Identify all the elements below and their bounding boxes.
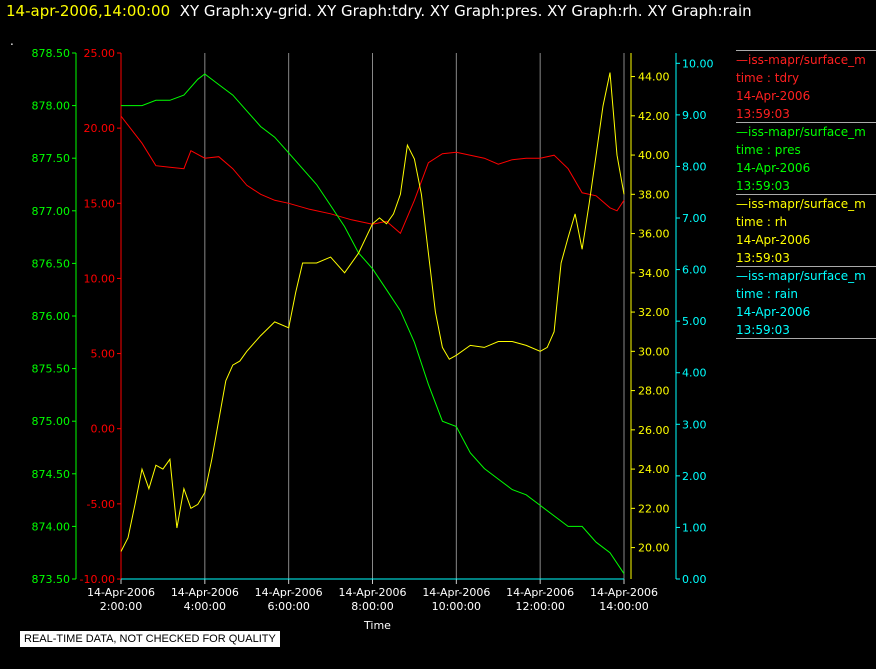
tdry-tick-label: 15.00 (84, 197, 116, 210)
tdry-tick-label: 10.00 (84, 272, 116, 285)
rain-tick-label: 5.00 (682, 315, 707, 328)
x-tick-date: 14-Apr-2006 (338, 586, 406, 599)
x-tick-time: 10:00:00 (432, 600, 481, 613)
legend-separator (736, 266, 876, 267)
chart-header: 14-apr-2006,14:00:00 XY Graph:xy-grid. X… (6, 2, 752, 20)
legend-name: —iss-mapr/surface_m (736, 269, 866, 283)
rh-tick-label: 28.00 (638, 385, 670, 398)
legend-name: —iss-mapr/surface_m (736, 197, 866, 211)
header-graph-titles: XY Graph:xy-grid. XY Graph:tdry. XY Grap… (179, 2, 752, 20)
rh-tick-label: 38.00 (638, 188, 670, 201)
legend-var: time : rain (736, 287, 799, 301)
legend-bottom-separator (736, 338, 876, 339)
rain-tick-label: 4.00 (682, 367, 707, 380)
legend-date: 14-Apr-2006 (736, 233, 811, 247)
pres-tick-label: 873.50 (32, 573, 71, 586)
legend-time: 13:59:03 (736, 323, 790, 337)
pres-tick-label: 878.00 (32, 100, 71, 113)
x-axis-label: Time (363, 619, 391, 632)
x-tick-date: 14-Apr-2006 (171, 586, 239, 599)
rh-tick-label: 42.00 (638, 110, 670, 123)
x-tick-date: 14-Apr-2006 (506, 586, 574, 599)
legend-separator (736, 50, 876, 51)
rh-tick-label: 32.00 (638, 306, 670, 319)
pres-tick-label: 876.50 (32, 257, 71, 270)
pres-tick-label: 878.50 (32, 47, 71, 60)
pres-tick-label: 876.00 (32, 310, 71, 323)
rh-tick-label: 22.00 (638, 502, 670, 515)
pres-tick-label: 874.00 (32, 520, 71, 533)
legend-date: 14-Apr-2006 (736, 161, 811, 175)
pres-tick-label: 877.00 (32, 205, 71, 218)
pres-series-line (121, 73, 625, 574)
x-tick-date: 14-Apr-2006 (87, 586, 155, 599)
pres-tick-label: 875.50 (32, 363, 71, 376)
rain-tick-label: 7.00 (682, 212, 707, 225)
tdry-tick-label: 20.00 (84, 122, 116, 135)
rh-tick-label: 40.00 (638, 149, 670, 162)
x-tick-time: 14:00:00 (599, 600, 648, 613)
legend-separator (736, 122, 876, 123)
tdry-tick-label: -10.00 (80, 573, 115, 586)
tdry-series-line (120, 115, 625, 235)
x-tick-time: 2:00:00 (100, 600, 142, 613)
legend-time: 13:59:03 (736, 179, 790, 193)
rain-tick-label: 6.00 (682, 264, 707, 277)
x-tick-time: 12:00:00 (515, 600, 564, 613)
rain-tick-label: 2.00 (682, 470, 707, 483)
quality-disclaimer: REAL-TIME DATA, NOT CHECKED FOR QUALITY (20, 631, 280, 647)
rh-tick-label: 30.00 (638, 345, 670, 358)
legend-time: 13:59:03 (736, 251, 790, 265)
legend-var: time : rh (736, 215, 788, 229)
legend-name: —iss-mapr/surface_m (736, 125, 866, 139)
legend-date: 14-Apr-2006 (736, 305, 811, 319)
x-tick-time: 8:00:00 (351, 600, 393, 613)
legend-date: 14-Apr-2006 (736, 89, 811, 103)
rh-series-line (120, 72, 625, 552)
tdry-tick-label: -5.00 (87, 498, 115, 511)
legend-separator (736, 194, 876, 195)
rain-tick-label: 9.00 (682, 109, 707, 122)
rain-tick-label: 8.00 (682, 160, 707, 173)
rh-tick-label: 34.00 (638, 267, 670, 280)
x-tick-date: 14-Apr-2006 (590, 586, 658, 599)
rain-tick-label: 10.00 (682, 57, 714, 70)
rain-tick-label: 1.00 (682, 521, 707, 534)
x-tick-date: 14-Apr-2006 (255, 586, 323, 599)
x-tick-time: 6:00:00 (267, 600, 309, 613)
legend-name: —iss-mapr/surface_m (736, 53, 866, 67)
tdry-tick-label: 0.00 (91, 423, 116, 436)
rain-tick-label: 3.00 (682, 418, 707, 431)
header-marker: . (10, 34, 14, 48)
rh-tick-label: 26.00 (638, 424, 670, 437)
x-tick-time: 4:00:00 (184, 600, 226, 613)
legend-time: 13:59:03 (736, 107, 790, 121)
pres-tick-label: 875.00 (32, 415, 71, 428)
x-tick-date: 14-Apr-2006 (422, 586, 490, 599)
rh-tick-label: 36.00 (638, 228, 670, 241)
pres-tick-label: 874.50 (32, 468, 71, 481)
tdry-tick-label: 25.00 (84, 47, 116, 60)
header-time: 14-apr-2006,14:00:00 (6, 2, 171, 20)
pres-tick-label: 877.50 (32, 152, 71, 165)
tdry-tick-label: 5.00 (91, 348, 116, 361)
legend-var: time : pres (736, 143, 801, 157)
rh-tick-label: 24.00 (638, 463, 670, 476)
rh-tick-label: 20.00 (638, 542, 670, 555)
legend-var: time : tdry (736, 71, 800, 85)
rain-tick-label: 0.00 (682, 573, 707, 586)
rh-tick-label: 44.00 (638, 71, 670, 84)
